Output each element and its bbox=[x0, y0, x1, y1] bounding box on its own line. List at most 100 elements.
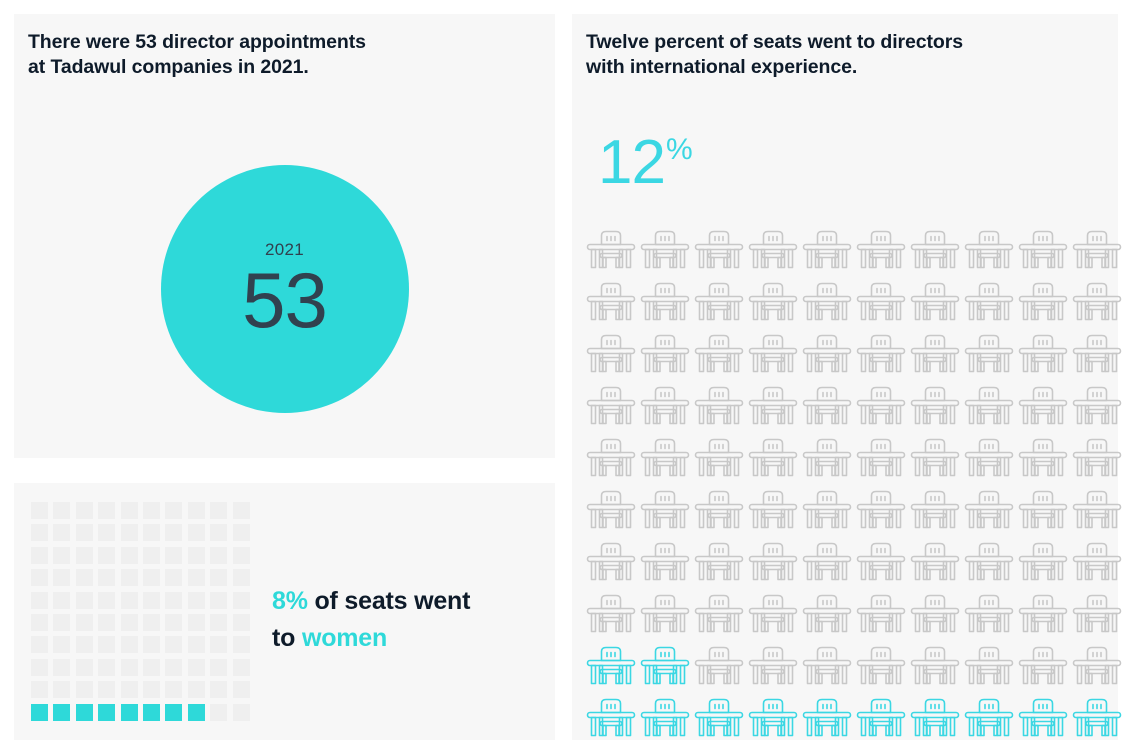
waffle-square bbox=[210, 703, 228, 721]
school-desk-icon bbox=[962, 276, 1016, 328]
school-desk-icon bbox=[746, 380, 800, 432]
waffle-square bbox=[75, 703, 93, 721]
waffle-square bbox=[165, 658, 183, 676]
waffle-square bbox=[232, 658, 250, 676]
school-desk-icon bbox=[1070, 588, 1124, 640]
waffle-square bbox=[98, 591, 116, 609]
school-desk-icon bbox=[584, 484, 638, 536]
school-desk-icon bbox=[584, 276, 638, 328]
school-desk-icon bbox=[584, 692, 638, 744]
school-desk-icon bbox=[746, 640, 800, 692]
waffle-square bbox=[98, 613, 116, 631]
school-desk-icon bbox=[854, 224, 908, 276]
international-percent: 12% bbox=[598, 132, 693, 194]
waffle-square bbox=[53, 546, 71, 564]
waffle-square bbox=[98, 524, 116, 542]
school-desk-icon bbox=[638, 224, 692, 276]
school-desk-icon bbox=[584, 380, 638, 432]
waffle-square bbox=[120, 524, 138, 542]
school-desk-icon bbox=[746, 484, 800, 536]
school-desk-icon bbox=[854, 640, 908, 692]
school-desk-icon bbox=[800, 692, 854, 744]
waffle-square bbox=[165, 569, 183, 587]
school-desk-icon bbox=[692, 276, 746, 328]
waffle-square bbox=[75, 569, 93, 587]
waffle-square bbox=[165, 591, 183, 609]
school-desk-icon bbox=[854, 484, 908, 536]
school-desk-icon bbox=[1016, 588, 1070, 640]
waffle-square bbox=[187, 591, 205, 609]
waffle-square bbox=[98, 502, 116, 519]
waffle-square bbox=[210, 636, 228, 654]
international-percent-number: 12 bbox=[598, 128, 666, 197]
women-waffle-grid bbox=[31, 502, 250, 721]
waffle-square bbox=[187, 681, 205, 699]
school-desk-icon bbox=[1070, 692, 1124, 744]
school-desk-icon bbox=[638, 276, 692, 328]
school-desk-icon bbox=[854, 432, 908, 484]
waffle-square bbox=[31, 613, 48, 631]
school-desk-icon bbox=[692, 224, 746, 276]
school-desk-icon bbox=[584, 640, 638, 692]
waffle-square bbox=[165, 546, 183, 564]
waffle-square bbox=[31, 502, 48, 519]
waffle-square bbox=[98, 569, 116, 587]
school-desk-icon bbox=[1016, 224, 1070, 276]
school-desk-icon bbox=[800, 484, 854, 536]
school-desk-icon bbox=[908, 328, 962, 380]
waffle-square bbox=[53, 502, 71, 519]
waffle-square bbox=[232, 591, 250, 609]
school-desk-icon bbox=[692, 484, 746, 536]
waffle-square bbox=[31, 546, 48, 564]
women-caption-line1: of seats went bbox=[307, 587, 471, 615]
waffle-square bbox=[120, 569, 138, 587]
school-desk-icon bbox=[638, 588, 692, 640]
waffle-square bbox=[210, 502, 228, 519]
waffle-square bbox=[75, 546, 93, 564]
waffle-square bbox=[187, 703, 205, 721]
waffle-square bbox=[142, 502, 160, 519]
school-desk-icon bbox=[800, 276, 854, 328]
school-desk-icon bbox=[962, 536, 1016, 588]
waffle-square bbox=[75, 658, 93, 676]
appointments-heading: There were 53 director appointments at T… bbox=[28, 31, 366, 78]
waffle-square bbox=[53, 591, 71, 609]
school-desk-icon bbox=[800, 328, 854, 380]
waffle-square bbox=[187, 569, 205, 587]
waffle-square bbox=[142, 591, 160, 609]
school-desk-icon bbox=[584, 588, 638, 640]
school-desk-icon bbox=[692, 640, 746, 692]
waffle-square bbox=[142, 524, 160, 542]
waffle-square bbox=[53, 636, 71, 654]
school-desk-icon bbox=[854, 276, 908, 328]
appointments-circle: 2021 53 bbox=[160, 165, 409, 413]
school-desk-icon bbox=[1016, 536, 1070, 588]
school-desk-icon bbox=[908, 224, 962, 276]
school-desk-icon bbox=[800, 380, 854, 432]
waffle-square bbox=[31, 591, 48, 609]
school-desk-icon bbox=[962, 640, 1016, 692]
waffle-square bbox=[120, 658, 138, 676]
waffle-square bbox=[53, 681, 71, 699]
waffle-square bbox=[187, 546, 205, 564]
waffle-square bbox=[31, 658, 48, 676]
panel-appointments: There were 53 director appointments at T… bbox=[14, 14, 555, 458]
waffle-square bbox=[210, 591, 228, 609]
circle-value-label: 53 bbox=[242, 255, 328, 344]
waffle-square bbox=[53, 613, 71, 631]
school-desk-icon bbox=[692, 536, 746, 588]
waffle-square bbox=[75, 681, 93, 699]
school-desk-icon bbox=[1070, 484, 1124, 536]
waffle-square bbox=[232, 569, 250, 587]
women-caption-highlight: women bbox=[301, 624, 388, 652]
school-desk-icon bbox=[908, 536, 962, 588]
waffle-square bbox=[31, 569, 48, 587]
waffle-square bbox=[120, 636, 138, 654]
school-desk-icon bbox=[854, 692, 908, 744]
school-desk-icon bbox=[692, 380, 746, 432]
school-desk-icon bbox=[638, 536, 692, 588]
international-percent-sign: % bbox=[665, 133, 693, 166]
waffle-square bbox=[165, 524, 183, 542]
waffle-square bbox=[53, 658, 71, 676]
